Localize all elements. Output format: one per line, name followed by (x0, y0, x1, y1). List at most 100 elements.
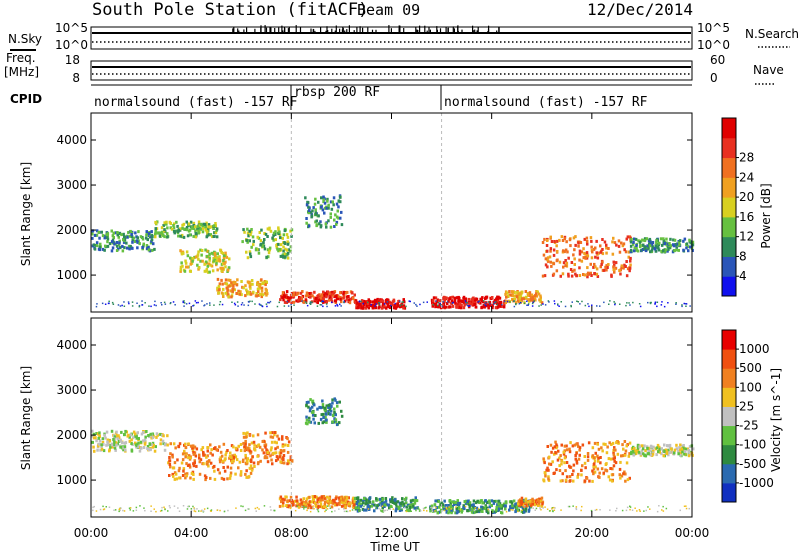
echo-cell (130, 235, 134, 238)
echo-cell (205, 229, 209, 233)
ground-scatter-cell (521, 509, 523, 512)
ground-scatter-cell (313, 507, 315, 510)
echo-cell (335, 202, 339, 206)
echo-cell (305, 418, 309, 422)
echo-cell (625, 444, 628, 448)
ground-scatter-cell (122, 509, 124, 512)
echo-cell (319, 502, 323, 506)
echo-cell (451, 295, 454, 299)
echo-cell (493, 500, 496, 503)
echo-cell (642, 243, 645, 247)
echo-cell (271, 431, 274, 435)
echo-cell (112, 236, 115, 239)
echo-cell (119, 438, 122, 442)
echo-cell (102, 442, 105, 446)
echo-cell (222, 295, 225, 298)
ground-scatter-cell (240, 303, 243, 306)
echo-cell (491, 304, 494, 308)
echo-cell (266, 248, 270, 252)
echo-cell (287, 504, 291, 508)
echo-cell (265, 456, 269, 460)
echo-cell (470, 507, 473, 511)
echo-cell (93, 449, 96, 453)
echo-cell (513, 294, 516, 298)
echo-cell (221, 459, 225, 463)
ground-scatter-cell (294, 509, 297, 512)
ground-scatter-cell (464, 505, 467, 508)
ground-scatter-cell (278, 301, 280, 304)
echo-cell (596, 256, 600, 260)
echo-cell (295, 299, 298, 303)
ground-scatter-cell (178, 510, 181, 512)
echo-cell (171, 455, 174, 459)
echo-cell (280, 500, 283, 503)
ground-scatter-cell (139, 505, 141, 507)
echo-cell (205, 455, 208, 459)
echo-cell (220, 476, 224, 480)
echo-cell (183, 227, 186, 231)
echo-cell (295, 504, 298, 508)
echo-cell (575, 274, 578, 278)
echo-cell (366, 302, 370, 305)
echo-cell (630, 452, 633, 456)
echo-cell (683, 452, 686, 456)
colorbar-tick-label: 1000 (739, 342, 770, 356)
echo-cell (348, 504, 352, 508)
ground-scatter-cell (575, 507, 577, 510)
echo-cell (202, 450, 205, 454)
echo-cell (628, 269, 631, 273)
echo-cell (308, 420, 311, 424)
echo-cell (207, 255, 210, 259)
echo-cell (103, 234, 107, 238)
echo-cell (575, 451, 578, 455)
echo-cell (149, 432, 152, 436)
ground-scatter-cell (203, 508, 206, 510)
echo-cell (277, 242, 280, 246)
echo-cell (549, 443, 553, 447)
echo-cell (688, 238, 691, 242)
ground-scatter-cell (329, 507, 332, 509)
echo-cell (245, 469, 248, 473)
echo-cell (261, 448, 264, 452)
echo-cell (455, 304, 458, 308)
ground-scatter-cell (632, 301, 634, 304)
echo-cell (224, 278, 228, 282)
echo-cell (356, 301, 359, 305)
ground-scatter-cell (102, 508, 105, 511)
echo-cell (347, 298, 350, 302)
ground-scatter-cell (512, 509, 514, 511)
nsky-tick-top: 10^5 (55, 21, 88, 35)
echo-cell (511, 290, 514, 294)
echo-cell (209, 233, 213, 237)
echo-cell (131, 246, 134, 250)
echo-cell (177, 469, 181, 473)
echo-cell (451, 506, 454, 510)
ground-scatter-cell (306, 509, 308, 512)
echo-cell (302, 502, 305, 506)
echo-cell (177, 230, 180, 233)
echo-cell (136, 236, 139, 240)
echo-cell (647, 452, 650, 456)
ground-scatter-cell (445, 507, 448, 509)
echo-cell (651, 452, 655, 456)
echo-cell (278, 504, 282, 508)
echo-cell (524, 509, 527, 513)
echo-cell (208, 270, 211, 274)
echo-cell (207, 459, 210, 463)
echo-cell (502, 305, 506, 309)
echo-cell (278, 455, 281, 459)
echo-cell (648, 449, 652, 453)
echo-cell (555, 443, 558, 447)
echo-cell (251, 282, 254, 286)
echo-cell (335, 423, 339, 427)
echo-cell (143, 438, 147, 442)
ground-scatter-cell (402, 301, 404, 303)
echo-cell (327, 206, 330, 210)
echo-cell (292, 300, 296, 304)
echo-cell (380, 503, 384, 507)
echo-cell (637, 450, 641, 454)
ground-scatter-cell (182, 505, 185, 507)
echo-cell (478, 509, 481, 513)
echo-cell (286, 437, 289, 441)
echo-cell (398, 305, 402, 309)
